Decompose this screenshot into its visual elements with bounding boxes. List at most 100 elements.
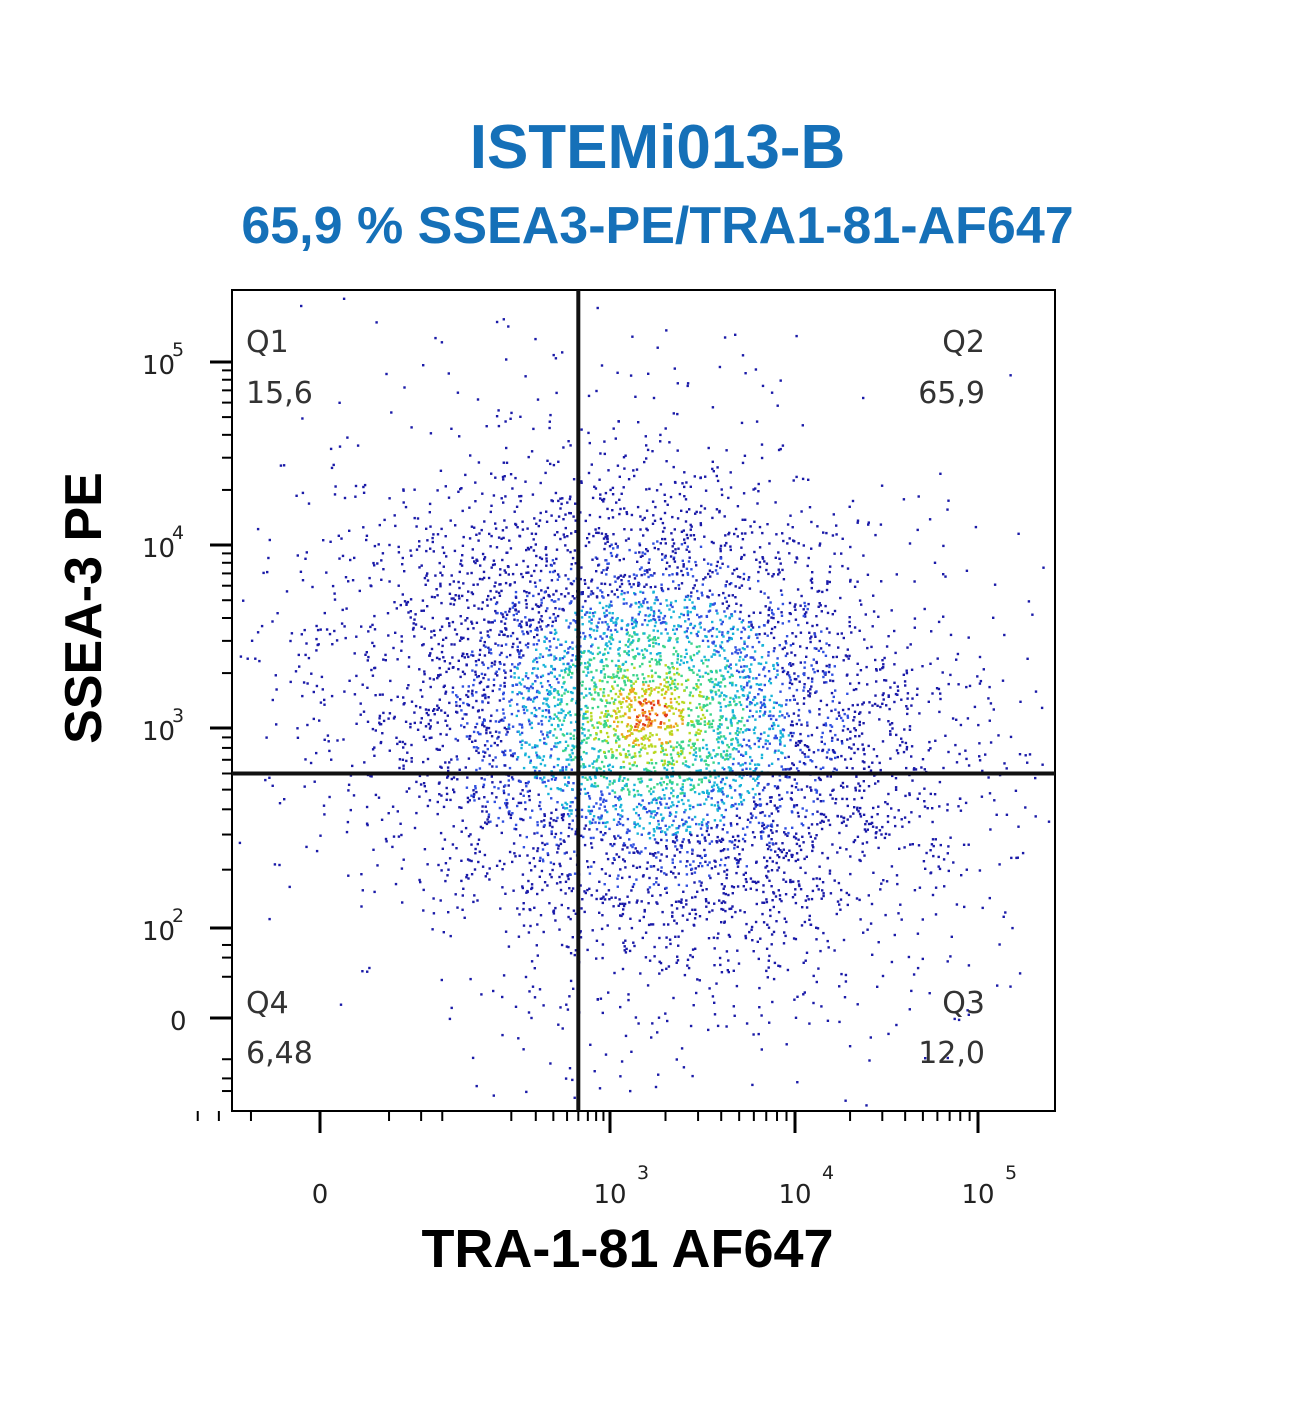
data-point: [430, 636, 433, 639]
data-point: [906, 692, 910, 695]
data-point: [768, 479, 771, 483]
data-point: [703, 507, 707, 510]
data-point: [595, 828, 599, 831]
data-point: [390, 698, 393, 702]
data-point: [839, 784, 843, 787]
data-point: [519, 683, 523, 686]
data-point: [729, 627, 733, 631]
data-point: [467, 606, 470, 609]
data-point: [654, 598, 657, 602]
data-point: [483, 618, 486, 621]
data-point: [778, 793, 781, 797]
data-point: [759, 811, 762, 815]
data-point: [631, 616, 634, 620]
data-point: [579, 936, 583, 939]
data-point: [628, 575, 631, 578]
data-point: [706, 827, 709, 830]
data-point: [738, 617, 741, 620]
data-point: [416, 517, 420, 520]
data-point: [490, 652, 493, 655]
data-point: [478, 532, 481, 535]
data-point: [822, 675, 825, 679]
data-point: [861, 743, 864, 746]
data-point: [479, 631, 482, 634]
data-point: [849, 815, 852, 818]
data-point: [609, 600, 613, 603]
data-point: [601, 1011, 604, 1015]
data-point: [777, 847, 780, 850]
data-point: [792, 694, 795, 698]
data-point: [629, 605, 632, 608]
data-point: [857, 681, 861, 685]
data-point: [809, 640, 812, 644]
data-point: [616, 577, 619, 580]
data-point: [463, 713, 466, 716]
data-point: [887, 1032, 890, 1036]
data-point: [877, 780, 880, 783]
data-point: [550, 564, 553, 567]
data-point: [604, 1053, 608, 1056]
data-point: [800, 924, 804, 927]
data-point: [330, 694, 334, 698]
data-point: [539, 914, 543, 917]
data-point: [487, 813, 491, 816]
data-point: [609, 629, 613, 632]
data-point: [597, 527, 601, 530]
data-point: [466, 858, 470, 861]
data-point: [480, 777, 483, 780]
data-point: [541, 758, 544, 762]
data-point: [535, 643, 539, 646]
data-point: [949, 836, 952, 839]
data-point: [639, 555, 643, 558]
data-point: [494, 756, 497, 759]
data-point: [622, 908, 625, 911]
data-point: [722, 892, 725, 895]
data-point: [462, 636, 465, 640]
data-point: [393, 601, 396, 604]
data-point: [541, 685, 544, 688]
data-point: [749, 670, 752, 673]
data-point: [1017, 532, 1020, 535]
data-point: [478, 767, 482, 770]
data-point: [562, 662, 565, 666]
data-point: [910, 989, 913, 993]
data-point: [637, 606, 641, 609]
data-point: [309, 761, 313, 765]
data-point: [902, 498, 906, 501]
data-point: [631, 335, 634, 338]
data-point: [708, 987, 711, 990]
data-point: [726, 969, 729, 972]
data-point: [475, 749, 478, 752]
data-point: [638, 583, 641, 586]
data-point: [439, 899, 442, 902]
data-point: [450, 643, 453, 646]
data-point: [377, 796, 381, 799]
data-point: [311, 585, 314, 589]
data-point: [682, 838, 685, 841]
data-point: [730, 907, 733, 910]
data-point: [551, 559, 555, 562]
data-point: [691, 601, 694, 604]
data-point: [1003, 762, 1006, 765]
data-point: [543, 824, 546, 827]
data-point: [879, 888, 882, 891]
data-point: [844, 973, 848, 977]
data-point: [476, 675, 479, 679]
data-point: [461, 594, 464, 598]
data-point: [780, 614, 784, 617]
data-point: [378, 523, 381, 527]
data-point: [642, 827, 645, 830]
data-point: [793, 672, 796, 675]
data-point: [686, 536, 689, 540]
data-point: [677, 872, 680, 875]
data-point: [791, 762, 794, 765]
data-point: [896, 693, 899, 696]
data-point: [783, 646, 786, 649]
data-point: [853, 727, 856, 730]
data-point: [458, 570, 461, 574]
data-point: [600, 927, 604, 931]
data-point: [730, 637, 733, 641]
data-point: [741, 837, 745, 841]
data-point: [500, 630, 503, 633]
data-point: [584, 635, 587, 638]
